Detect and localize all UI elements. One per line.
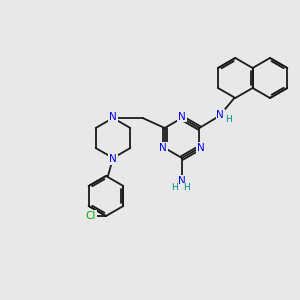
Text: Cl: Cl <box>86 211 96 221</box>
Text: N: N <box>159 143 167 153</box>
Text: N: N <box>109 154 117 164</box>
Text: N: N <box>109 112 117 122</box>
Text: H: H <box>184 184 190 193</box>
Text: N: N <box>178 176 186 186</box>
Text: H: H <box>225 115 232 124</box>
Text: H: H <box>172 184 178 193</box>
Text: N: N <box>197 143 205 153</box>
Text: N: N <box>178 112 186 122</box>
Text: N: N <box>216 110 224 119</box>
